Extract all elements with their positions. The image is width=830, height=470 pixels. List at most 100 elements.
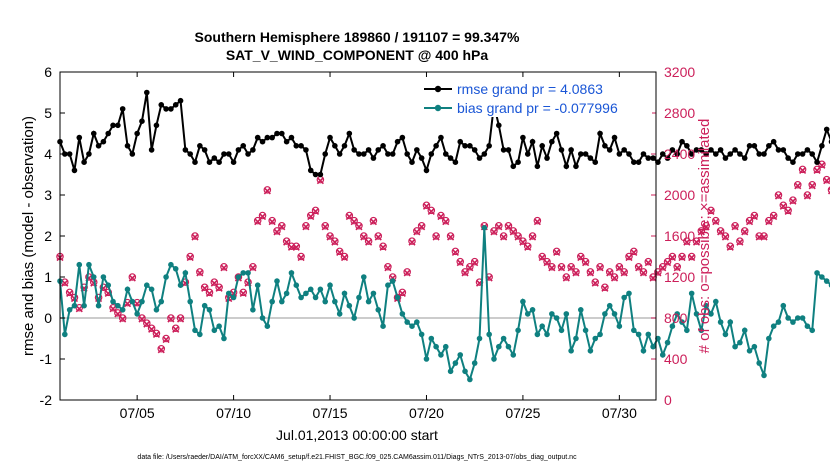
data-point [606, 302, 613, 309]
data-point [269, 134, 275, 141]
data-point [182, 270, 189, 276]
data-point [780, 302, 787, 309]
data-point [119, 307, 126, 313]
y2-tick-label: 1200 [664, 269, 695, 285]
data-point [317, 171, 324, 178]
y-tick-label: 2 [44, 228, 52, 244]
data-point [139, 298, 145, 305]
possible-point [692, 237, 701, 245]
y-tick-label: 1 [44, 269, 52, 285]
data-point [192, 159, 198, 165]
assimilated-point [683, 238, 691, 246]
data-point [582, 327, 589, 334]
assimilated-point [61, 279, 69, 287]
possible-point [644, 257, 653, 266]
data-point [409, 323, 415, 330]
data-point [235, 274, 242, 280]
data-point [307, 286, 314, 293]
data-point [66, 307, 73, 313]
possible-point [707, 206, 715, 215]
data-point [655, 159, 661, 165]
possible-point [239, 288, 248, 297]
assimilated-point [799, 166, 807, 174]
data-point [510, 352, 517, 358]
data-point [332, 143, 338, 149]
data-point [496, 122, 502, 129]
possible-point [311, 206, 320, 215]
data-point [235, 147, 242, 153]
possible-point [186, 252, 194, 261]
data-point [100, 138, 107, 145]
possible-point [601, 283, 609, 292]
data-point [404, 151, 410, 157]
data-point [206, 159, 213, 165]
data-point [225, 290, 232, 297]
assimilated-point [572, 269, 580, 277]
data-point [86, 151, 92, 157]
data-point [471, 360, 478, 366]
possible-point [711, 216, 720, 225]
data-point [669, 147, 676, 153]
assimilated-point [471, 259, 479, 267]
assimilated-point [736, 238, 744, 246]
possible-point [827, 186, 830, 194]
data-point [346, 130, 353, 137]
data-point [293, 143, 300, 149]
data-point [211, 155, 218, 161]
possible-point [543, 257, 551, 266]
data-point [568, 348, 574, 354]
possible-point [519, 237, 527, 245]
possible-point [466, 262, 474, 271]
possible-point [384, 262, 392, 271]
data-point [177, 97, 184, 104]
data-point [741, 155, 748, 161]
possible-point [697, 227, 706, 235]
data-point [187, 151, 193, 157]
assimilated-point [355, 223, 363, 231]
data-point [245, 270, 251, 276]
data-point [279, 130, 285, 137]
possible-point [374, 232, 383, 240]
assimilated-point [297, 253, 305, 262]
data-point [780, 147, 787, 153]
data-point [722, 155, 729, 161]
data-point [462, 368, 468, 375]
data-point [481, 151, 488, 157]
assimilated-point [215, 284, 223, 292]
possible-point [282, 237, 291, 245]
possible-point [263, 186, 272, 194]
data-point [790, 159, 796, 165]
data-point [659, 352, 666, 358]
data-point [423, 356, 430, 362]
x-tick-label: 07/25 [505, 405, 540, 421]
data-point [602, 311, 608, 317]
data-point [688, 151, 695, 157]
possible-point [461, 268, 469, 276]
data-point [563, 311, 570, 317]
possible-point [273, 227, 281, 235]
data-point [148, 147, 155, 153]
data-point [81, 302, 87, 309]
possible-point [808, 180, 817, 189]
assimilated-point [157, 346, 165, 354]
data-point [317, 286, 324, 293]
possible-point [658, 262, 667, 271]
assimilated-point [591, 279, 599, 287]
data-point [365, 147, 372, 153]
data-point [544, 155, 550, 161]
data-point [732, 147, 738, 153]
assimilated-point [167, 315, 175, 323]
possible-point [369, 216, 378, 225]
possible-point [769, 211, 778, 220]
data-point [245, 151, 251, 157]
data-point [259, 315, 266, 321]
possible-point [779, 201, 788, 210]
assimilated-point [707, 207, 715, 215]
possible-point [379, 242, 387, 251]
data-point [717, 147, 724, 153]
possible-point [297, 252, 305, 261]
data-point [81, 159, 87, 165]
series-0 [57, 89, 830, 178]
data-point [737, 151, 743, 157]
data-point [158, 102, 165, 108]
